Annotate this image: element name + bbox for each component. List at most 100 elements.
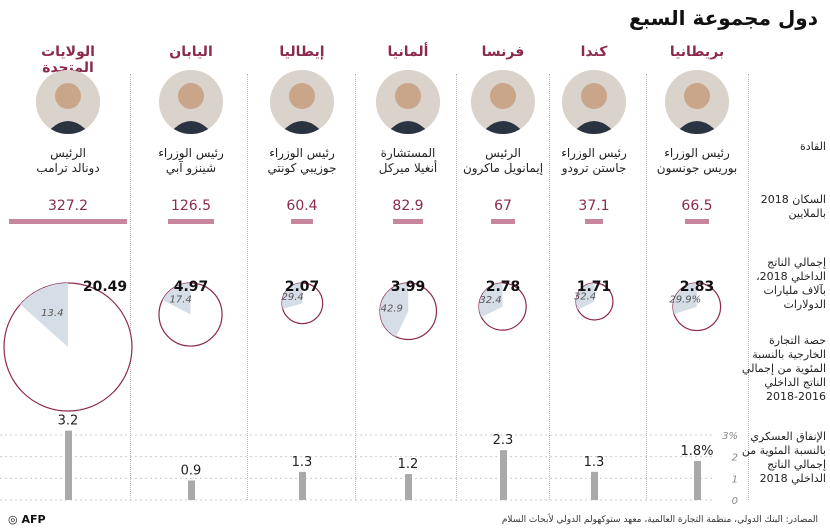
leader-info: رئيس الوزراء جوزيبي كونتي <box>247 146 357 176</box>
column-divider <box>355 74 356 500</box>
gdp-circle: 32.4 <box>478 282 528 331</box>
column-divider <box>645 74 647 500</box>
leader-portrait <box>665 70 729 134</box>
trade-share-wedge <box>20 283 69 347</box>
leader-info: المستشارة أنغيلا ميركل <box>353 146 463 176</box>
leader-portrait <box>376 70 440 134</box>
leader-name: دونالد ترامب <box>36 161 100 175</box>
military-value-label: 3.2 <box>58 414 79 429</box>
country-name: اليابان <box>169 44 213 60</box>
gdp-circle: 32.4 <box>573 282 614 321</box>
leader-title: المستشارة <box>380 146 436 160</box>
population-bar <box>9 219 127 224</box>
country-column: إيطاليا رئيس الوزراء جوزيبي كونتي 60.4 <box>247 0 357 531</box>
population-value: 327.2 <box>47 198 89 214</box>
row-label-gdp: إجمالي الناتج الداخلي 2018، بآلاف مليارا… <box>756 256 826 311</box>
population-bar <box>490 219 516 224</box>
military-bar <box>694 461 701 500</box>
afp-logo-text: AFP <box>21 513 46 526</box>
leader-portrait <box>159 70 223 134</box>
gdp-circle: 29.9% <box>670 282 722 332</box>
gdp-circle: 29.4 <box>281 282 323 325</box>
row-label-leaders: القادة <box>800 140 826 153</box>
trade-share-wedge <box>379 283 408 337</box>
leader-portrait <box>36 70 100 134</box>
leader-name: جوزيبي كونتي <box>267 161 337 175</box>
trade-share-wedge <box>162 283 191 315</box>
military-tick-label: 1 <box>732 474 738 485</box>
country-column: ألمانيا المستشارة أنغيلا ميركل 82.9 <box>353 0 463 531</box>
military-value-label: 0.9 <box>181 464 202 479</box>
population-bar <box>291 219 313 224</box>
trade-share-label: 17.4 <box>170 294 192 305</box>
trade-share-label: 42.9 <box>380 303 402 314</box>
military-bar <box>65 430 72 500</box>
leader-name: أنغيلا ميركل <box>378 161 438 175</box>
military-bar <box>299 471 306 500</box>
country-name: إيطاليا <box>279 44 325 60</box>
country-column: الولايات المتحدة الرئيس دونالد ترامب 327.2 <box>13 0 123 531</box>
source-note: المصادر: البنك الدولي، منظمة التجارة الع… <box>501 515 818 525</box>
trade-share-label: 13.4 <box>41 308 63 319</box>
country-column: كندا رئيس الوزراء جاستن ترودو 37.1 <box>539 0 649 531</box>
trade-share-wedge <box>575 283 594 310</box>
gdp-value: 2.07 <box>284 279 320 295</box>
population-value: 67 <box>494 198 512 214</box>
leader-name: شينزو آبي <box>165 161 217 175</box>
population-bar <box>585 219 603 224</box>
gdp-circle: 42.9 <box>379 282 437 341</box>
military-bar <box>188 480 195 500</box>
gdp-value: 20.49 <box>82 279 128 295</box>
population-value: 126.5 <box>170 198 212 214</box>
population-value: 37.1 <box>578 198 610 214</box>
column-divider <box>748 74 749 500</box>
page-title: دول مجموعة السبع <box>628 6 818 30</box>
military-bar <box>591 471 598 500</box>
leader-title: الرئيس <box>485 146 521 160</box>
military-bar <box>405 474 412 500</box>
leader-info: رئيس الوزراء بوريس جونسون <box>642 146 752 176</box>
leader-info: الرئيس دونالد ترامب <box>13 146 123 176</box>
leader-portrait <box>270 70 334 134</box>
military-tick-label: 3% <box>722 431 738 442</box>
trade-share-label: 32.4 <box>480 295 502 306</box>
military-bar <box>500 450 507 500</box>
gdp-value: 1.71 <box>576 279 612 295</box>
country-name: ألمانيا <box>387 44 429 60</box>
column-divider <box>548 74 550 500</box>
military-value-label: 1.8% <box>680 444 713 459</box>
country-column: بريطانيا رئيس الوزراء بوريس جونسون 66.5 <box>642 0 752 531</box>
country-name: كندا <box>580 44 608 60</box>
military-value-label: 1.3 <box>292 455 313 470</box>
column-divider <box>129 74 131 500</box>
leader-name: جاستن ترودو <box>561 161 627 175</box>
leader-info: الرئيس إيمانويل ماكرون <box>448 146 558 176</box>
military-value-label: 1.3 <box>584 455 605 470</box>
leader-name: إيمانويل ماكرون <box>462 161 544 175</box>
population-bar <box>168 219 214 224</box>
leader-title: رئيس الوزراء <box>664 146 730 160</box>
country-column: فرنسا الرئيس إيمانويل ماكرون 67 <box>448 0 558 531</box>
leader-portrait <box>471 70 535 134</box>
trade-share-label: 32.4 <box>573 292 595 303</box>
gdp-circle: 17.4 <box>158 282 224 347</box>
column-divider <box>246 74 248 500</box>
afp-logo: ◎ AFP <box>8 513 46 526</box>
trade-share-label: 29.9% <box>670 294 702 305</box>
leader-title: الرئيس <box>50 146 86 160</box>
gdp-circle: 13.4 <box>3 282 133 412</box>
row-label-trade: حصة التجارة الخارجية بالنسبة المئوية من … <box>741 334 826 403</box>
country-column: اليابان رئيس الوزراء شينزو آبي 126.5 <box>136 0 246 531</box>
trade-share-wedge <box>673 283 697 314</box>
leader-portrait <box>562 70 626 134</box>
population-value: 82.9 <box>392 198 424 214</box>
population-bar <box>393 219 423 224</box>
gdp-value: 4.97 <box>173 279 209 295</box>
trade-share-wedge <box>281 283 302 309</box>
trade-share-label: 29.4 <box>281 292 303 303</box>
leader-title: رئيس الوزراء <box>269 146 335 160</box>
country-name: بريطانيا <box>669 44 725 60</box>
leader-title: رئيس الوزراء <box>561 146 627 160</box>
population-value: 66.5 <box>681 198 713 214</box>
gdp-value: 2.78 <box>485 279 521 295</box>
